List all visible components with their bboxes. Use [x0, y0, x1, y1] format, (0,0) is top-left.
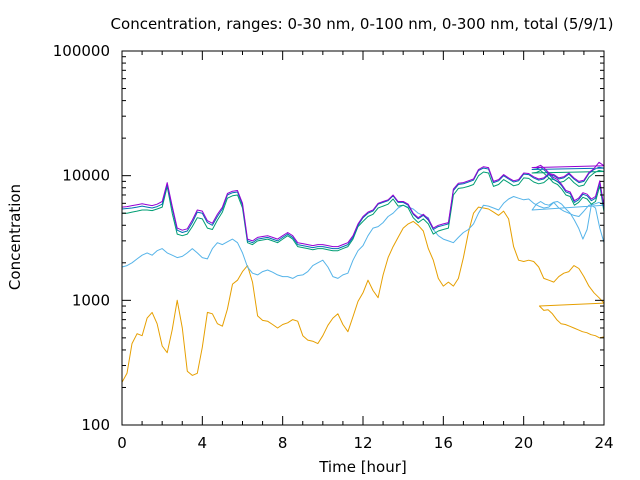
y-tick-label: 10000: [62, 167, 110, 185]
x-tick-label: 12: [353, 434, 372, 452]
tick-layer: 0 4 8 12 16 20 24 100 1000 10000 100000: [53, 42, 614, 452]
x-tick-label: 4: [198, 434, 208, 452]
series-line-2: [121, 196, 605, 279]
chart-title: Concentration, ranges: 0-30 nm, 0-100 nm…: [111, 15, 614, 33]
y-tick-label: 100000: [53, 42, 110, 60]
plot-frame: [121, 50, 605, 426]
x-tick-label: 16: [434, 434, 453, 452]
series-line-1: [121, 206, 605, 383]
series-line-5: [121, 161, 605, 248]
series-line-3: [122, 170, 605, 252]
x-axis-label: Time [hour]: [318, 458, 407, 476]
x-tick-label: 0: [117, 434, 127, 452]
y-axis-label: Concentration: [6, 184, 24, 290]
x-tick-label: 20: [514, 434, 533, 452]
y-tick-label: 100: [81, 416, 110, 434]
x-tick-label: 24: [594, 434, 613, 452]
series-line-4: [121, 166, 605, 250]
series-layer: [121, 161, 605, 383]
x-tick-label: 8: [278, 434, 288, 452]
y-tick-label: 1000: [72, 291, 110, 309]
